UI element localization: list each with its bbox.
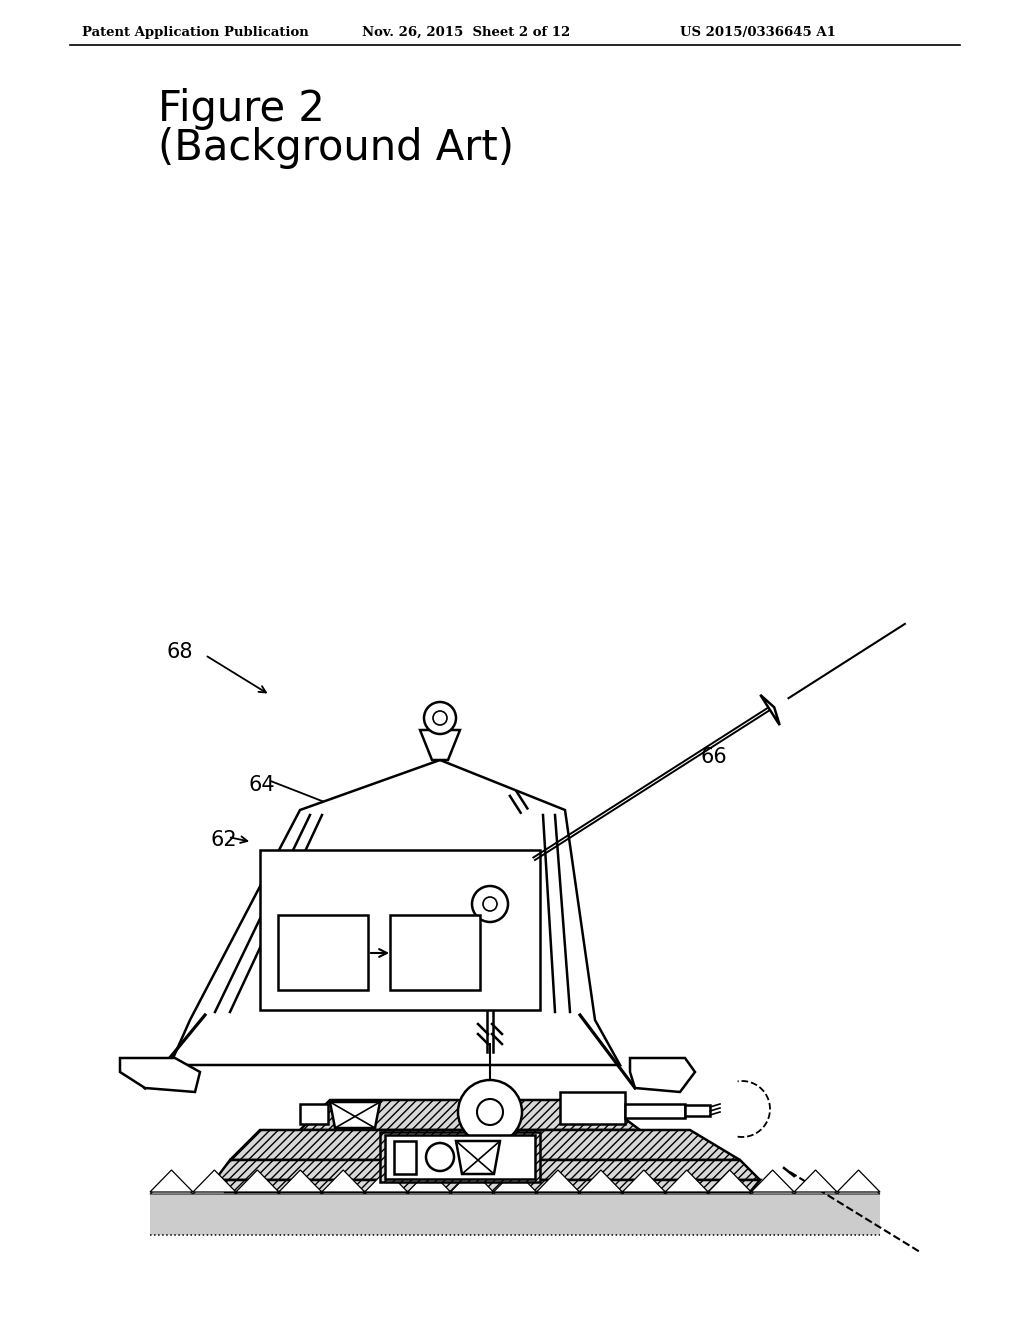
Polygon shape — [150, 1176, 193, 1195]
Polygon shape — [420, 730, 460, 760]
Text: (Background Art): (Background Art) — [158, 127, 514, 169]
Polygon shape — [580, 1170, 623, 1192]
Text: 60: 60 — [319, 800, 347, 820]
Polygon shape — [837, 1170, 880, 1192]
Polygon shape — [193, 1176, 236, 1195]
Polygon shape — [193, 1170, 236, 1192]
Bar — [560, 1092, 625, 1125]
Circle shape — [458, 1080, 522, 1144]
Text: US 2015/0336645 A1: US 2015/0336645 A1 — [680, 26, 836, 40]
Polygon shape — [236, 1176, 279, 1195]
Text: 62: 62 — [210, 830, 237, 850]
Polygon shape — [580, 1176, 623, 1195]
Polygon shape — [322, 1176, 365, 1195]
Text: Nov. 26, 2015  Sheet 2 of 12: Nov. 26, 2015 Sheet 2 of 12 — [362, 26, 570, 40]
Polygon shape — [752, 1176, 795, 1195]
Polygon shape — [300, 1100, 640, 1130]
Polygon shape — [795, 1170, 837, 1192]
Polygon shape — [456, 1140, 500, 1173]
Bar — [150, 1192, 880, 1236]
Polygon shape — [795, 1176, 837, 1195]
Polygon shape — [408, 1170, 451, 1192]
Polygon shape — [150, 1170, 193, 1192]
Polygon shape — [468, 928, 512, 942]
Polygon shape — [322, 1170, 365, 1192]
Bar — [260, 850, 540, 1010]
Polygon shape — [623, 1176, 666, 1195]
Polygon shape — [537, 1176, 580, 1195]
Circle shape — [472, 886, 508, 921]
Polygon shape — [494, 1170, 537, 1192]
Polygon shape — [709, 1170, 752, 1192]
Circle shape — [426, 1143, 454, 1171]
Polygon shape — [170, 760, 620, 1065]
Polygon shape — [666, 1170, 709, 1192]
Polygon shape — [215, 1180, 760, 1192]
Polygon shape — [468, 979, 512, 993]
Polygon shape — [451, 1170, 494, 1192]
Polygon shape — [709, 1176, 752, 1195]
Polygon shape — [666, 1176, 709, 1195]
Polygon shape — [365, 1176, 408, 1195]
Text: 64: 64 — [248, 775, 274, 795]
Polygon shape — [837, 1176, 880, 1195]
Bar — [380, 1133, 540, 1181]
Polygon shape — [365, 1170, 408, 1192]
Bar — [385, 1135, 535, 1179]
Polygon shape — [760, 694, 779, 725]
Polygon shape — [120, 1059, 200, 1092]
Polygon shape — [451, 1176, 494, 1195]
Polygon shape — [215, 1160, 760, 1180]
Bar — [468, 942, 512, 979]
Polygon shape — [752, 1170, 795, 1192]
Polygon shape — [236, 1170, 279, 1192]
Circle shape — [424, 702, 456, 734]
Bar — [625, 1104, 685, 1118]
Polygon shape — [537, 1170, 580, 1192]
Bar — [394, 1140, 416, 1173]
Polygon shape — [330, 1102, 380, 1129]
Polygon shape — [230, 1130, 740, 1160]
Text: Figure 2: Figure 2 — [158, 88, 325, 129]
Polygon shape — [408, 1176, 451, 1195]
Polygon shape — [494, 1176, 537, 1195]
Bar — [278, 915, 368, 990]
Polygon shape — [279, 1170, 322, 1192]
Text: Patent Application Publication: Patent Application Publication — [82, 26, 309, 40]
Bar — [685, 1105, 710, 1115]
Circle shape — [433, 711, 447, 725]
Bar — [300, 1104, 328, 1125]
Bar — [390, 915, 480, 990]
Circle shape — [483, 898, 497, 911]
Polygon shape — [630, 1059, 695, 1092]
Text: 68: 68 — [167, 642, 194, 663]
Text: 66: 66 — [700, 747, 727, 767]
Polygon shape — [279, 1176, 322, 1195]
Polygon shape — [623, 1170, 666, 1192]
Circle shape — [477, 1100, 503, 1125]
